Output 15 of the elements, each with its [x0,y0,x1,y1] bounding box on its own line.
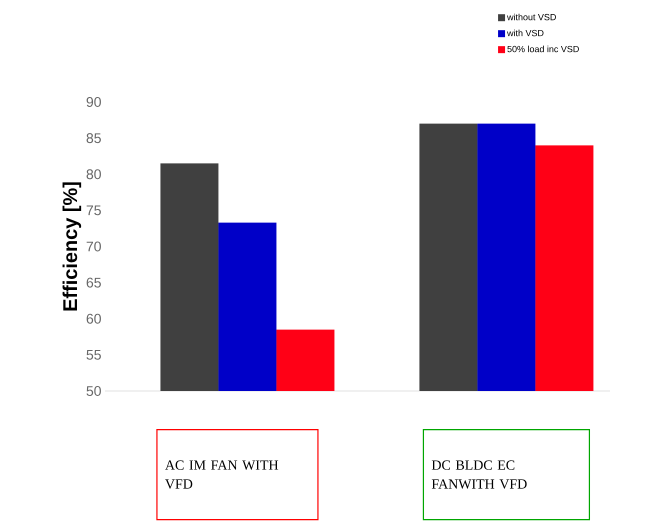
y-tick-label: 75 [86,206,101,216]
x-tick-label: DC BLDC EC FANWITH VFD [432,460,527,489]
legend-label: with VSD [507,30,544,36]
y-tick-label: 70 [86,242,101,252]
x-tick-label: AC IM FAN WITH VFD [165,460,278,489]
y-tick-label: 60 [86,314,101,324]
y-tick-label: 65 [86,278,101,288]
legend-label: without VSD [507,14,556,20]
y-tick-label: 50 [86,386,101,396]
legend-label: 50% load inc VSD [507,46,579,52]
y-tick-label: 80 [86,169,101,180]
y-tick-label: 90 [86,97,101,107]
y-tick-label: 55 [86,350,101,360]
y-axis-title: Efficiency [%] [62,182,82,310]
y-tick-label: 85 [86,133,101,144]
